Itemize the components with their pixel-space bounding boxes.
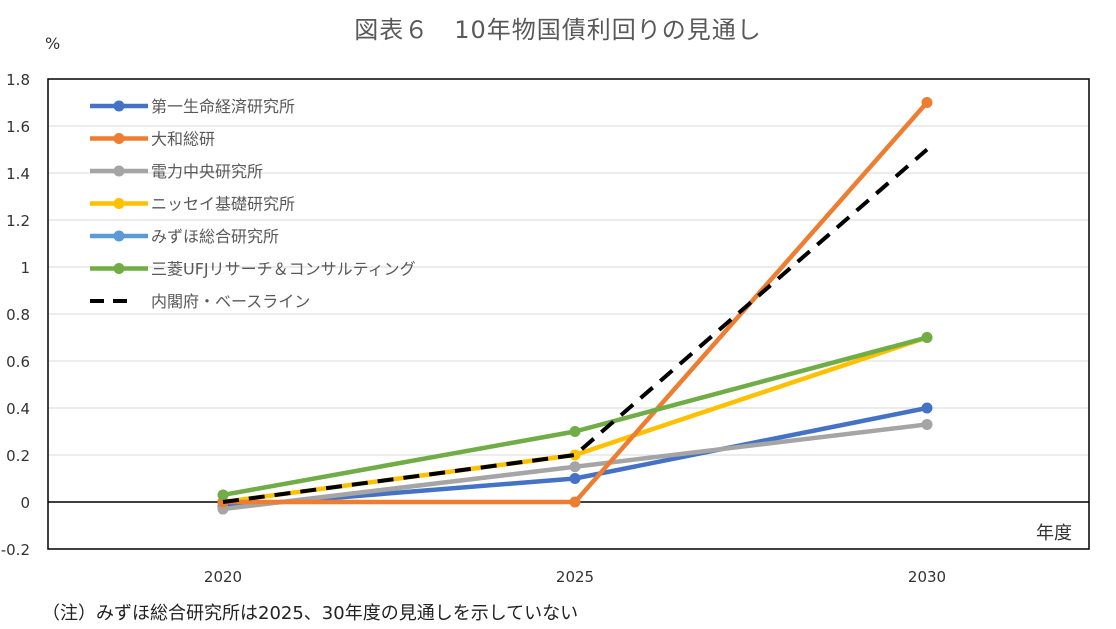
y-tick-label: 1.2: [6, 212, 30, 230]
data-point: [921, 97, 933, 108]
legend-marker: [113, 230, 125, 242]
y-tick-label: 1: [20, 259, 30, 277]
x-axis-label: 年度: [1036, 523, 1072, 544]
data-point: [217, 489, 229, 501]
data-point: [569, 473, 581, 484]
y-tick-label: 0.8: [6, 306, 30, 324]
y-tick-label: 0.2: [6, 447, 30, 465]
y-tick-label: 0: [20, 494, 30, 512]
plot-area-frame: [47, 78, 1090, 550]
data-point: [569, 496, 581, 508]
series-line-6: [222, 147, 929, 504]
data-point: [569, 461, 581, 473]
y-axis-unit-label: %: [45, 34, 61, 53]
y-tick-label: 1.6: [6, 118, 30, 136]
legend-marker: [113, 100, 125, 112]
legend-label: みずほ総合研究所: [151, 227, 279, 246]
series-line-1: [223, 101, 929, 505]
data-point: [921, 332, 933, 343]
data-point: [569, 426, 581, 437]
x-tick-label: 2025: [556, 568, 594, 586]
footnote: （注）みずほ総合研究所は2025、30年度の見通しを示していない: [42, 603, 579, 624]
legend-label: 大和総研: [151, 130, 215, 149]
data-point: [569, 449, 581, 461]
x-tick-label: 2030: [908, 568, 946, 586]
legend-label: 第一生命経済研究所: [151, 97, 295, 116]
y-tick-label: 1.4: [6, 165, 30, 183]
legend-label: 内閣府・ベースライン: [151, 292, 310, 311]
legend-marker: [113, 133, 125, 144]
data-point: [921, 418, 933, 430]
y-tick-label: 0.6: [6, 353, 30, 371]
legend-marker: [113, 198, 125, 209]
legend-label: ニッセイ基礎研究所: [151, 195, 295, 214]
chart-title: 図表６ 10年物国債利回りの見通し: [354, 16, 762, 44]
y-tick-label: 1.8: [6, 71, 30, 89]
data-point: [921, 402, 933, 414]
legend-label: 三菱UFJリサーチ＆コンサルティング: [151, 260, 416, 279]
x-tick-label: 2020: [204, 568, 242, 586]
y-tick-label: -0.2: [1, 541, 30, 559]
legend-marker: [113, 263, 125, 274]
legend-label: 電力中央研究所: [151, 162, 263, 181]
y-tick-label: 0.4: [6, 400, 30, 418]
legend-marker: [113, 165, 125, 177]
